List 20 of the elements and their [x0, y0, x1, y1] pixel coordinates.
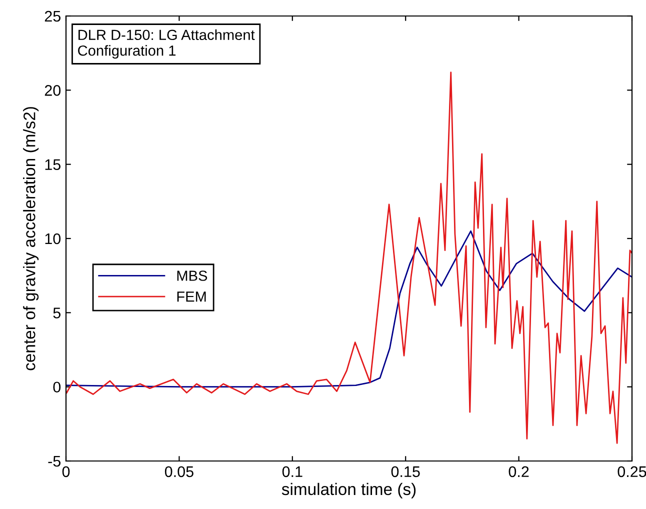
y-tick-label: 20 [44, 85, 61, 96]
y-tick-label: -5 [48, 456, 60, 467]
legend-label: FEM [177, 292, 206, 302]
x-tick-label: 0.25 [618, 466, 646, 478]
x-tick-label: 0.1 [282, 466, 302, 478]
y-tick-label: 5 [53, 308, 60, 318]
annotation: DLR D-150: LG Attachment Configuration 1 [78, 29, 255, 59]
x-axis-title: simulation time (s) [282, 482, 416, 498]
x-tick-label: 0.15 [391, 466, 420, 478]
legend-label: MBS [177, 270, 208, 281]
y-tick-label: 10 [45, 233, 61, 244]
line-series [66, 230, 632, 388]
y-tick-label: 25 [44, 10, 60, 22]
x-tick-label: 0.05 [164, 466, 194, 478]
y-tick-label: 0 [53, 382, 61, 393]
x-tick-label: 0.2 [508, 466, 529, 478]
y-tick-label: 15 [45, 159, 60, 170]
line-series [66, 72, 632, 444]
x-tick-label: 0 [62, 466, 70, 478]
y-axis-title: center of gravity acceleration (m/s2) [23, 107, 39, 370]
